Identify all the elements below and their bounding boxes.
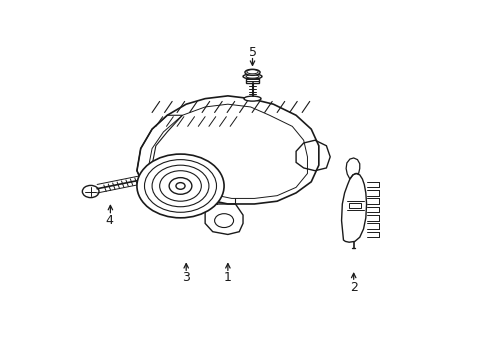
Text: 5: 5 (248, 46, 256, 59)
Ellipse shape (243, 74, 262, 79)
Text: 3: 3 (182, 271, 190, 284)
Text: 1: 1 (224, 271, 231, 284)
Text: 2: 2 (349, 281, 357, 294)
Text: 4: 4 (105, 213, 113, 226)
Circle shape (82, 185, 99, 198)
Ellipse shape (244, 96, 261, 101)
Circle shape (169, 177, 191, 194)
Ellipse shape (244, 69, 260, 75)
Circle shape (137, 154, 224, 218)
